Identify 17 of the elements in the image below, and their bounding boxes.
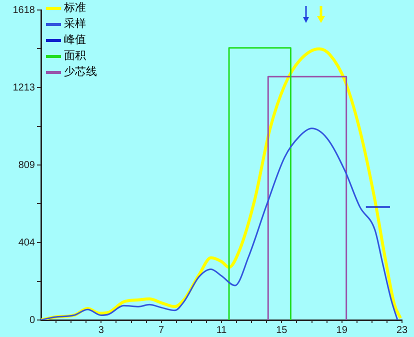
legend-label: 采样 (64, 16, 86, 32)
y-tick-label: 1213 (12, 82, 36, 94)
x-tick-label: 11 (216, 324, 228, 336)
legend-label: 标准 (64, 0, 86, 16)
x-tick-label: 7 (158, 324, 165, 336)
legend-label: 少芯线 (64, 64, 97, 80)
x-tick-label: 23 (396, 324, 408, 336)
line-series (41, 128, 398, 320)
legend-label: 面积 (64, 48, 86, 64)
y-tick-label: 0 (29, 314, 36, 326)
x-tick-label: 19 (336, 324, 348, 336)
y-tick-label: 1618 (12, 4, 36, 16)
y-tick-label: 404 (18, 237, 36, 248)
legend-label: 峰值 (64, 32, 86, 48)
y-tick-label: 809 (18, 160, 36, 171)
x-tick-label: 15 (276, 324, 288, 336)
x-tick-label: 3 (98, 324, 104, 336)
